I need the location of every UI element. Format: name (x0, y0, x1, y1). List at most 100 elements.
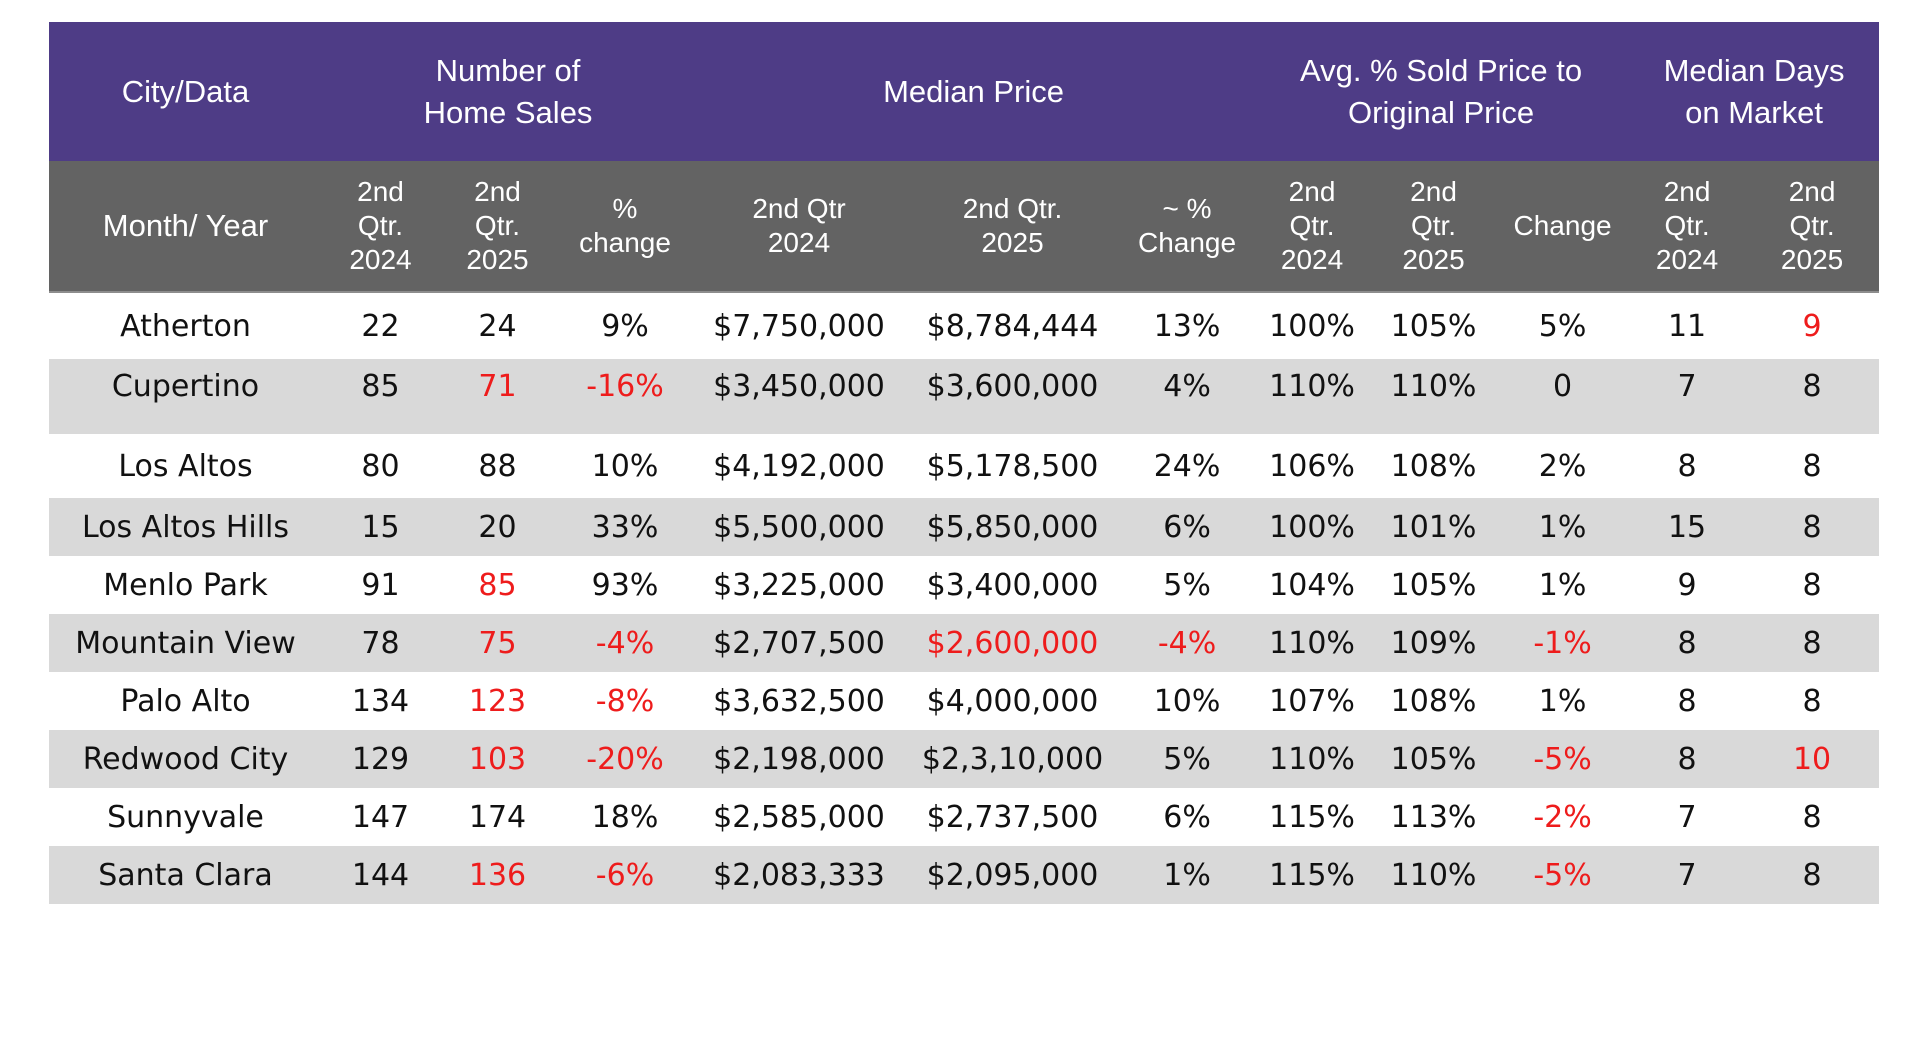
cell-sold-pct-2024: 115% (1253, 846, 1372, 904)
cell-sales-2024: 80 (361, 448, 400, 484)
cell-city: Atherton (120, 308, 251, 344)
cell-price-change: 5% (1163, 567, 1211, 603)
cell-sold-pct-change: 5% (1538, 308, 1587, 344)
cell-sold-pct-2024: 110% (1253, 730, 1372, 788)
cell-sold-pct-2025: 105% (1390, 567, 1477, 603)
header-price-change: ~ % Change (1121, 161, 1254, 293)
cell-dom-2025: 8 (1745, 498, 1880, 556)
header-home-sales: Number of Home Sales (322, 22, 695, 161)
cell-dom-2025: 8 (1802, 683, 1822, 719)
cell-city: Palo Alto (120, 683, 251, 719)
cell-price-2024: $3,632,500 (713, 683, 885, 719)
header-row-groups: City/Data Number of Home Sales Median Pr… (49, 22, 1880, 161)
cell-sold-pct-2025: 110% (1371, 359, 1497, 434)
cell-price-2025: $2,3,10,000 (904, 730, 1122, 788)
cell-dom-2025: 8 (1745, 359, 1880, 434)
cell-dom-2024: 8 (1629, 614, 1746, 672)
header-row-periods: Month/ Year 2nd Qtr. 2024 2nd Qtr. 2025 … (49, 161, 1880, 293)
cell-price-2024: $7,750,000 (713, 308, 885, 344)
cell-sales-2025: 103 (439, 730, 556, 788)
cell-sales-2024: 134 (351, 683, 410, 719)
header-sold-pct-2024: 2nd Qtr. 2024 (1253, 161, 1372, 293)
cell-sales-2024: 91 (361, 567, 400, 603)
cell-sold-pct-2024: 104% (1269, 567, 1355, 603)
header-month-year: Month/ Year (49, 161, 322, 293)
cell-price-2025: $3,400,000 (926, 567, 1099, 603)
cell-dom-2024: 15 (1629, 498, 1746, 556)
cell-sold-pct-change: 2% (1538, 448, 1587, 484)
cell-sold-pct-2025: 101% (1371, 498, 1497, 556)
table-row: Redwood City 129 103 -20% $2,198,000 $2,3,10,… (49, 730, 1880, 788)
cell-dom-2024: 8 (1677, 683, 1697, 719)
cell-price-change: 10% (1153, 683, 1221, 719)
cell-sold-pct-2025: 105% (1371, 730, 1497, 788)
header-sold-to-original: Avg. % Sold Price to Original Price (1253, 22, 1630, 161)
table-row: Menlo Park 91 85 93% $3,225,000 $3,400,000 5% 1… (49, 556, 1879, 614)
cell-price-2024: $2,198,000 (694, 730, 905, 788)
cell-city: Los Altos Hills (49, 498, 322, 556)
cell-sold-pct-2024: 115% (1269, 799, 1355, 835)
cell-city: Mountain View (49, 614, 322, 672)
cell-sold-pct-change: 0 (1496, 359, 1630, 434)
cell-price-change: 24% (1153, 448, 1221, 484)
cell-dom-2024: 11 (1667, 308, 1707, 344)
table-row: Palo Alto 134 123 -8% $3,632,500 $4,000,000 10… (49, 672, 1879, 730)
cell-sales-change: -6% (556, 846, 695, 904)
table-row: Santa Clara 144 136 -6% $2,083,333 $2,095,000… (49, 846, 1880, 904)
table-row: Atherton 22 24 9% $7,750,000 $8,784,444 13% 100… (49, 292, 1879, 359)
header-sold-pct-change: Change (1496, 161, 1630, 293)
header-median-price: Median Price (694, 22, 1254, 161)
cell-city: Cupertino (49, 359, 322, 434)
header-days-on-market: Median Days on Market (1629, 22, 1880, 161)
cell-sold-pct-2024: 100% (1253, 498, 1372, 556)
cell-city: Menlo Park (103, 567, 268, 603)
header-dom-2024: 2nd Qtr. 2024 (1629, 161, 1746, 293)
cell-price-2025: $5,178,500 (926, 448, 1099, 484)
home-sales-table: City/Data Number of Home Sales Median Pr… (49, 22, 1880, 904)
header-sold-pct-2025: 2nd Qtr. 2025 (1371, 161, 1497, 293)
cell-city: Redwood City (49, 730, 322, 788)
cell-sold-pct-change: -2% (1533, 799, 1592, 835)
cell-sold-pct-2024: 100% (1269, 308, 1355, 344)
cell-sales-change: 33% (556, 498, 695, 556)
cell-price-2025: $4,000,000 (926, 683, 1099, 719)
cell-sold-pct-change: 1% (1538, 567, 1587, 603)
cell-sales-2025: 71 (439, 359, 556, 434)
cell-sales-2024: 85 (322, 359, 439, 434)
cell-dom-2025: 10 (1745, 730, 1880, 788)
cell-dom-2024: 7 (1629, 359, 1746, 434)
cell-price-2024: $4,192,000 (713, 448, 885, 484)
cell-dom-2025: 8 (1802, 448, 1822, 484)
header-sales-2024: 2nd Qtr. 2024 (322, 161, 439, 293)
cell-sales-2025: 85 (478, 567, 517, 603)
cell-sold-pct-2024: 110% (1253, 614, 1372, 672)
cell-sold-pct-2025: 108% (1390, 683, 1477, 719)
cell-dom-2025: 8 (1802, 567, 1822, 603)
cell-sales-change: 10% (591, 448, 659, 484)
cell-sales-2024: 22 (361, 308, 400, 344)
cell-dom-2024: 8 (1677, 448, 1697, 484)
cell-sold-pct-2025: 110% (1371, 846, 1497, 904)
cell-price-2025: $8,784,444 (926, 308, 1099, 344)
header-city-data: City/Data (49, 22, 322, 161)
cell-sold-pct-2024: 110% (1253, 359, 1372, 434)
cell-sales-change: -4% (556, 614, 695, 672)
cell-sold-pct-2025: 108% (1390, 448, 1477, 484)
table-body: Atherton 22 24 9% $7,750,000 $8,784,444 13% 100… (49, 292, 1880, 904)
cell-sold-pct-2025: 105% (1390, 308, 1477, 344)
home-sales-table-container: City/Data Number of Home Sales Median Pr… (49, 22, 1880, 904)
cell-sales-2025: 24 (478, 308, 517, 344)
table-row: Mountain View 78 75 -4% $2,707,500 $2,600,000… (49, 614, 1880, 672)
cell-dom-2024: 7 (1677, 799, 1697, 835)
cell-price-2024: $2,707,500 (694, 614, 905, 672)
table-row: Sunnyvale 147 174 18% $2,585,000 $2,737,500 6%… (49, 788, 1879, 846)
header-dom-2025: 2nd Qtr. 2025 (1745, 161, 1880, 293)
cell-sales-2025: 20 (439, 498, 556, 556)
cell-sold-pct-change: -5% (1496, 846, 1630, 904)
cell-sold-pct-change: -5% (1496, 730, 1630, 788)
cell-price-2025: $3,600,000 (904, 359, 1122, 434)
cell-sold-pct-change: -1% (1496, 614, 1630, 672)
cell-price-change: 13% (1153, 308, 1221, 344)
cell-price-2024: $5,500,000 (694, 498, 905, 556)
cell-city: Santa Clara (49, 846, 322, 904)
